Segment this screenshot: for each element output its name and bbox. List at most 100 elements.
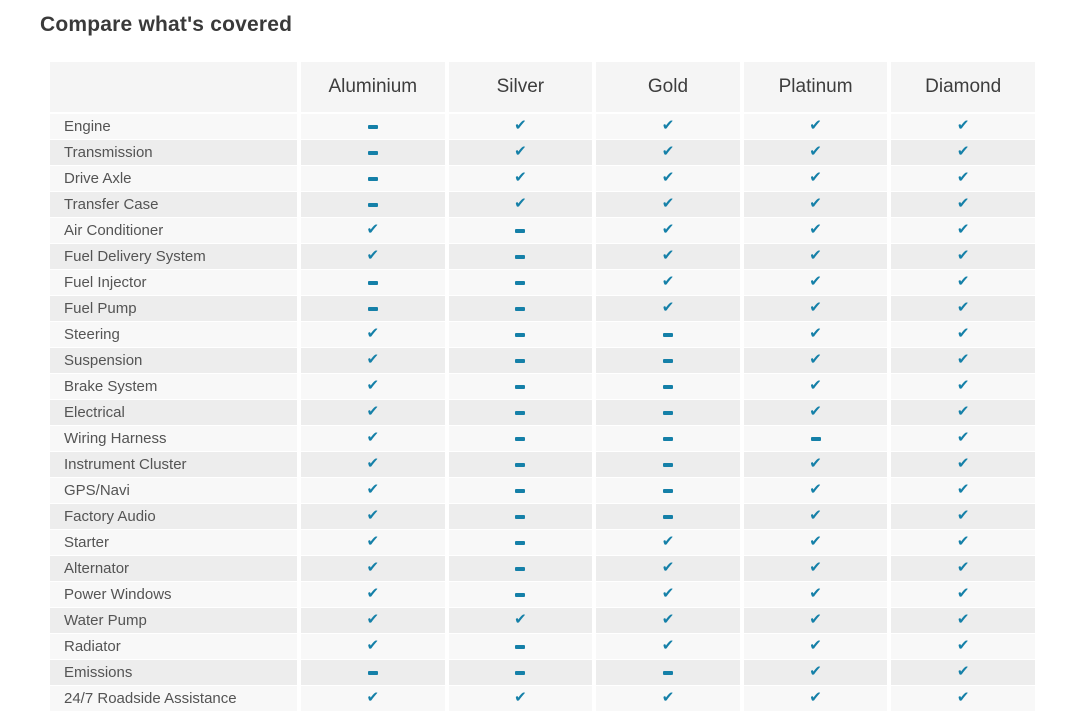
check-icon: ✔ [956, 376, 970, 394]
coverage-cell: ✔ [743, 192, 888, 217]
coverage-cell: ✔ [891, 686, 1035, 711]
dash-icon [367, 306, 378, 311]
table-body: Engine ✔ ✔ ✔ ✔ Transmission ✔ ✔ ✔ ✔ Drive Axle ✔ ✔ ✔ ✔… [50, 114, 1035, 711]
dash-icon [515, 644, 526, 649]
coverage-cell: ✔ [891, 166, 1035, 191]
dash-icon [515, 332, 526, 337]
coverage-cell: ✔ [301, 556, 445, 581]
dash-icon [515, 592, 526, 597]
coverage-cell [448, 374, 593, 399]
check-icon: ✔ [809, 506, 822, 524]
check-icon: ✔ [366, 454, 380, 472]
row-label: Transfer Case [50, 192, 297, 217]
check-icon: ✔ [956, 480, 970, 498]
check-icon: ✔ [661, 558, 675, 576]
coverage-cell: ✔ [891, 452, 1035, 477]
check-icon: ✔ [366, 584, 380, 602]
dash-icon [367, 202, 378, 207]
coverage-cell: ✔ [891, 660, 1035, 685]
coverage-cell: ✔ [448, 192, 593, 217]
row-label: Transmission [50, 140, 297, 165]
coverage-cell: ✔ [891, 322, 1035, 347]
coverage-cell: ✔ [891, 374, 1035, 399]
coverage-cell: ✔ [301, 582, 445, 607]
coverage-cell [301, 660, 445, 685]
coverage-cell: ✔ [891, 400, 1035, 425]
coverage-cell [301, 140, 445, 165]
row-label: 24/7 Roadside Assistance [50, 686, 297, 711]
dash-icon [662, 488, 673, 493]
row-label: Fuel Pump [50, 296, 297, 321]
table-row: Fuel Delivery System ✔ ✔ ✔ ✔ [50, 244, 1035, 269]
check-icon: ✔ [809, 558, 822, 576]
coverage-cell [448, 634, 593, 659]
check-icon: ✔ [661, 688, 675, 706]
check-icon: ✔ [809, 402, 822, 420]
dash-icon [515, 436, 526, 441]
coverage-cell: ✔ [301, 478, 445, 503]
coverage-cell: ✔ [596, 608, 740, 633]
coverage-cell [596, 452, 740, 477]
check-icon: ✔ [661, 610, 675, 628]
coverage-cell [596, 660, 740, 685]
coverage-cell: ✔ [301, 400, 445, 425]
check-icon: ✔ [514, 610, 527, 628]
dash-icon [662, 410, 673, 415]
check-icon: ✔ [809, 636, 822, 654]
check-icon: ✔ [956, 350, 970, 368]
check-icon: ✔ [809, 610, 822, 628]
table-row: Brake System ✔ ✔ ✔ [50, 374, 1035, 399]
coverage-cell: ✔ [448, 140, 593, 165]
dash-icon [662, 436, 673, 441]
coverage-cell: ✔ [301, 218, 445, 243]
check-icon: ✔ [661, 246, 675, 264]
row-label: Alternator [50, 556, 297, 581]
check-icon: ✔ [809, 688, 822, 706]
coverage-cell: ✔ [596, 192, 740, 217]
coverage-cell: ✔ [891, 426, 1035, 451]
coverage-cell: ✔ [743, 296, 888, 321]
table-row: Starter ✔ ✔ ✔ ✔ [50, 530, 1035, 555]
coverage-cell: ✔ [891, 556, 1035, 581]
coverage-cell: ✔ [891, 140, 1035, 165]
dash-icon [515, 566, 526, 571]
check-icon: ✔ [809, 194, 822, 212]
column-header-gold: Gold [596, 62, 740, 112]
coverage-cell: ✔ [743, 322, 888, 347]
coverage-cell: ✔ [743, 166, 888, 191]
check-icon: ✔ [661, 298, 675, 316]
dash-icon [515, 514, 526, 519]
check-icon: ✔ [366, 610, 380, 628]
table-header-row: Aluminium Silver Gold Platinum Diamond [50, 62, 1035, 112]
table-row: Wiring Harness ✔ ✔ [50, 426, 1035, 451]
coverage-cell [301, 166, 445, 191]
dash-icon [367, 280, 378, 285]
coverage-cell: ✔ [743, 608, 888, 633]
dash-icon [515, 306, 526, 311]
dash-icon [662, 462, 673, 467]
coverage-cell: ✔ [891, 270, 1035, 295]
coverage-cell: ✔ [743, 452, 888, 477]
check-icon: ✔ [661, 220, 675, 238]
row-label: Instrument Cluster [50, 452, 297, 477]
coverage-cell: ✔ [301, 348, 445, 373]
table-row: Emissions ✔ ✔ [50, 660, 1035, 685]
check-icon: ✔ [514, 688, 527, 706]
dash-icon [515, 462, 526, 467]
page-title: Compare what's covered [40, 13, 293, 36]
check-icon: ✔ [956, 324, 970, 342]
coverage-cell [448, 322, 593, 347]
coverage-cell [596, 504, 740, 529]
coverage-cell: ✔ [743, 270, 888, 295]
check-icon: ✔ [956, 506, 970, 524]
row-label: Steering [50, 322, 297, 347]
coverage-cell: ✔ [891, 530, 1035, 555]
coverage-cell: ✔ [596, 244, 740, 269]
coverage-cell: ✔ [301, 244, 445, 269]
check-icon: ✔ [956, 558, 970, 576]
dash-icon [515, 410, 526, 415]
check-icon: ✔ [809, 168, 822, 186]
check-icon: ✔ [809, 220, 822, 238]
coverage-cell: ✔ [448, 608, 593, 633]
